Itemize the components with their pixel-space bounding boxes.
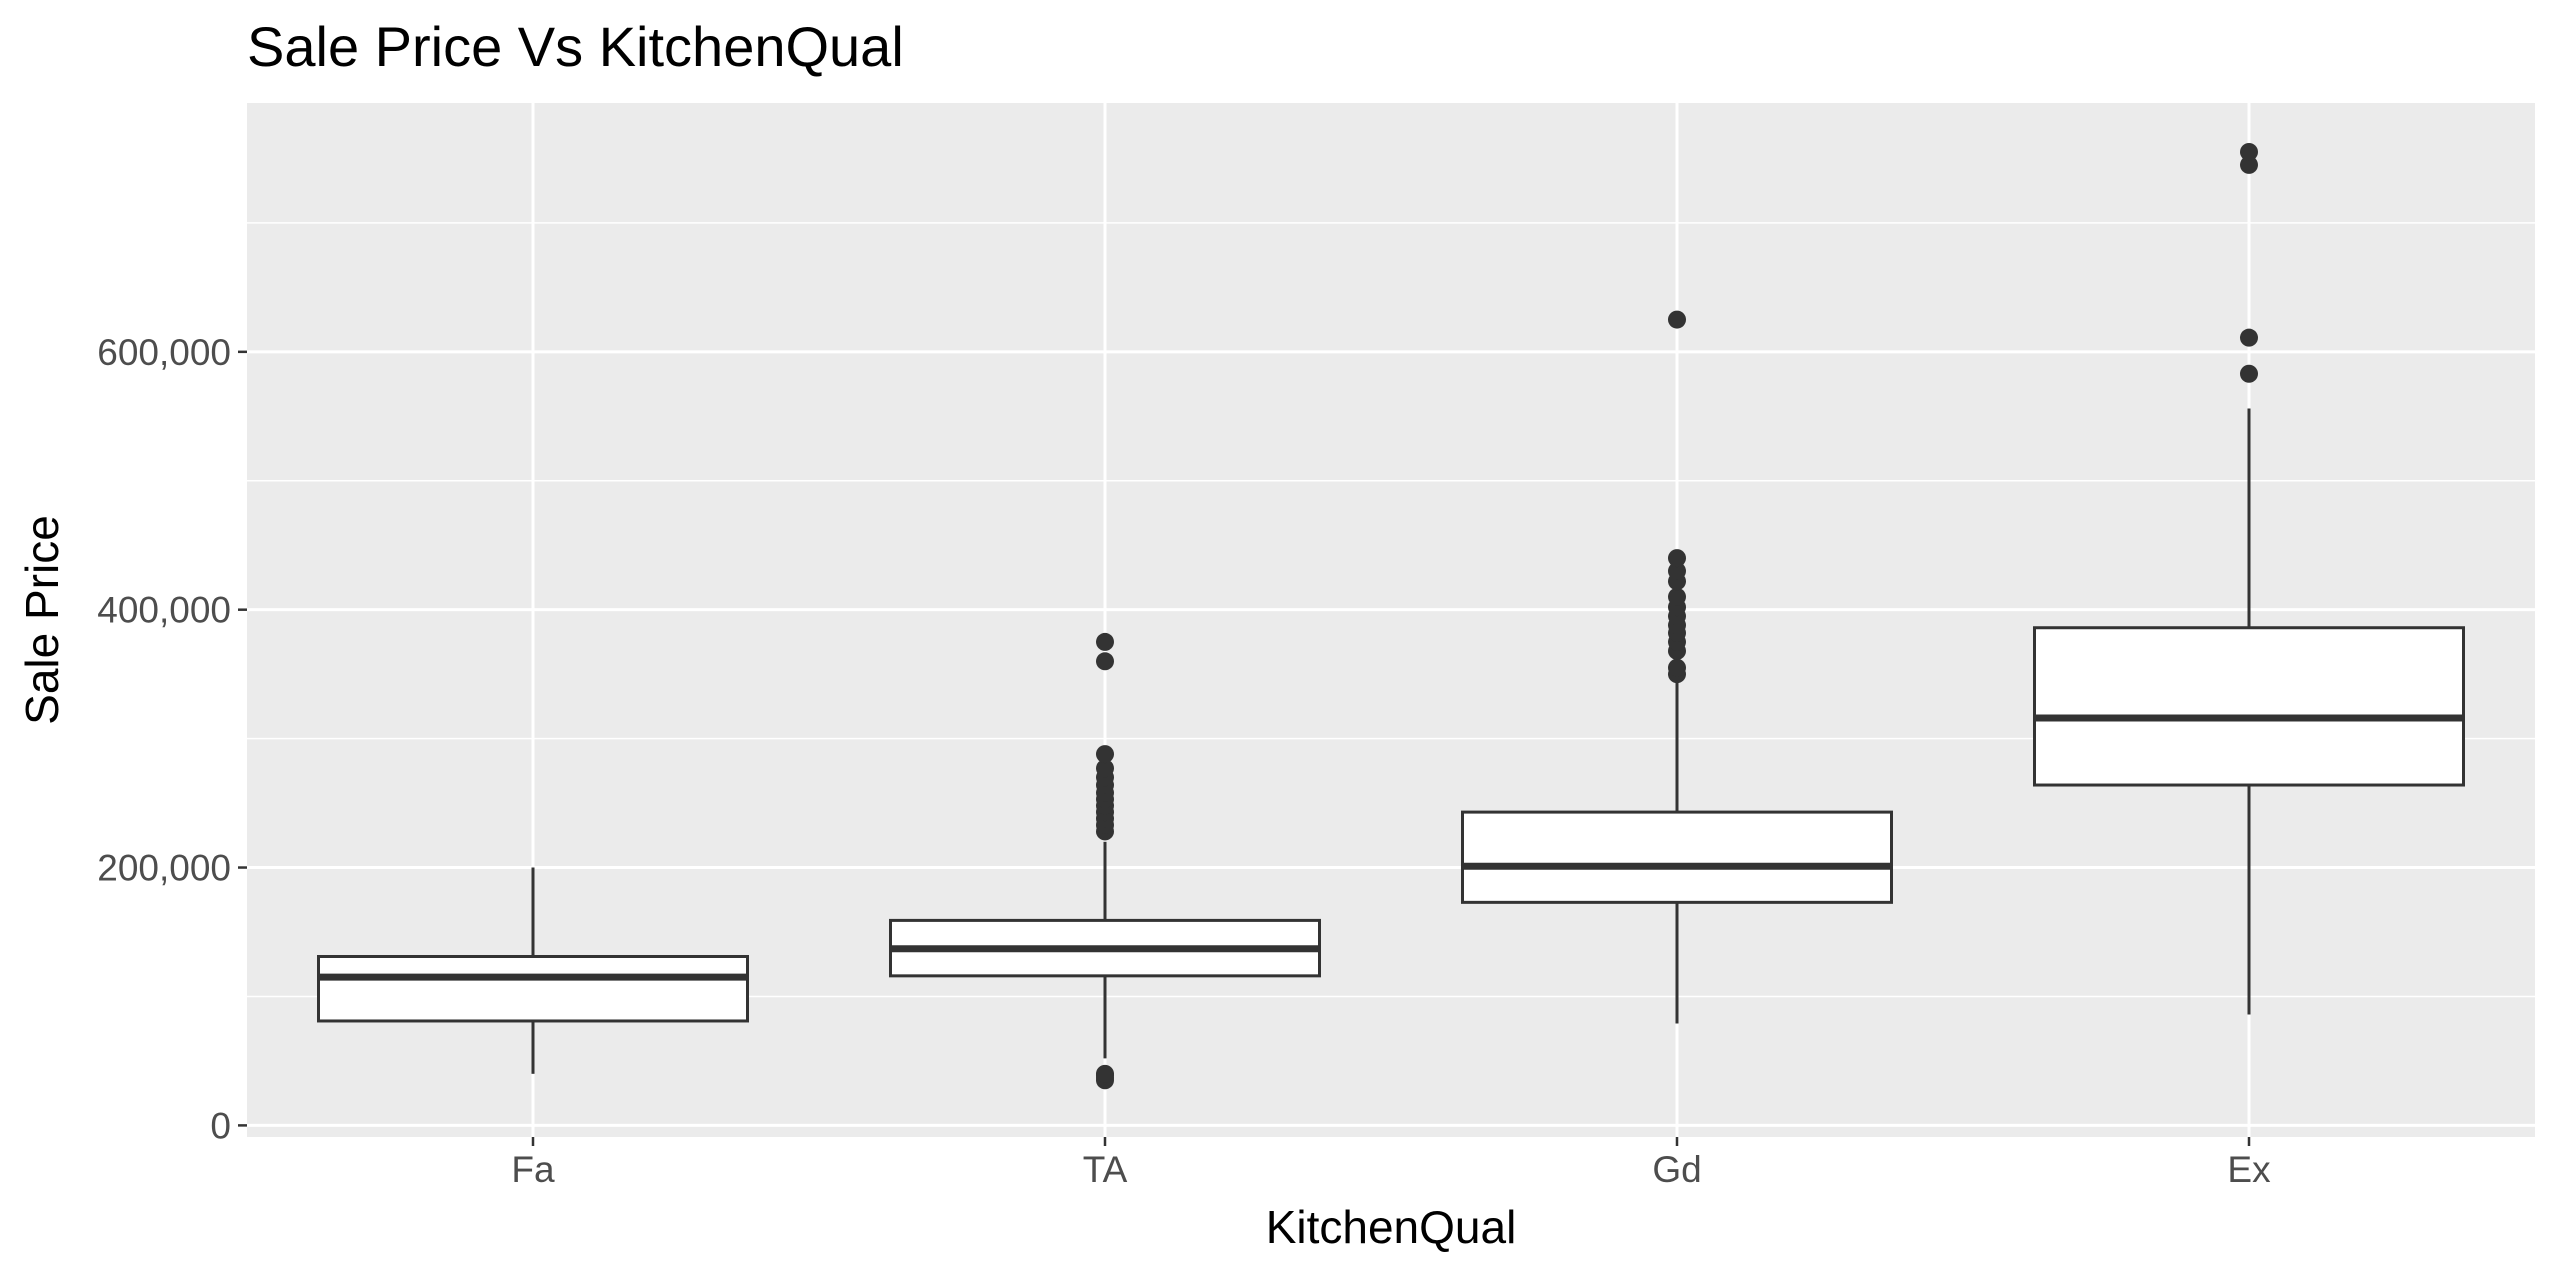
y-axis: 0 200,000 400,000 600,000 <box>97 332 247 1146</box>
outlier-point <box>1668 587 1686 606</box>
outlier-point <box>1096 652 1114 671</box>
outlier-point <box>1096 632 1114 651</box>
outlier-point <box>1668 549 1686 568</box>
x-tick-label: Ex <box>2227 1149 2271 1190</box>
box-group <box>889 632 1321 1090</box>
box-iqr <box>2033 626 2465 787</box>
x-axis-title: KitchenQual <box>1266 1201 1517 1253</box>
outlier-point <box>2240 155 2258 174</box>
outlier-point <box>1096 1064 1114 1083</box>
outlier-point <box>1668 310 1686 329</box>
box-layer <box>317 142 2465 1090</box>
box-iqr <box>1461 810 1893 904</box>
y-tick-label: 0 <box>210 1105 231 1146</box>
outlier-point <box>1668 562 1686 581</box>
box-group <box>1461 310 1893 1024</box>
outlier-point <box>1096 745 1114 764</box>
box-group <box>2033 142 2465 1015</box>
outlier-point <box>2240 142 2258 161</box>
outlier-point <box>2240 328 2258 347</box>
x-axis: Fa TA Gd Ex <box>511 1137 2271 1190</box>
outlier-point <box>1096 759 1114 778</box>
y-axis-title: Sale Price <box>16 515 68 725</box>
x-tick-label: Fa <box>511 1149 555 1190</box>
x-tick-label: TA <box>1083 1149 1128 1190</box>
y-tick-label: 400,000 <box>97 590 231 631</box>
outlier-point <box>1668 658 1686 677</box>
chart-title: Sale Price Vs KitchenQual <box>247 15 904 78</box>
outlier-point <box>2240 364 2258 383</box>
y-tick-label: 600,000 <box>97 332 231 373</box>
y-tick-label: 200,000 <box>97 848 231 889</box>
x-tick-label: Gd <box>1652 1149 1701 1190</box>
box-group <box>317 867 749 1074</box>
box-iqr <box>317 955 749 1023</box>
